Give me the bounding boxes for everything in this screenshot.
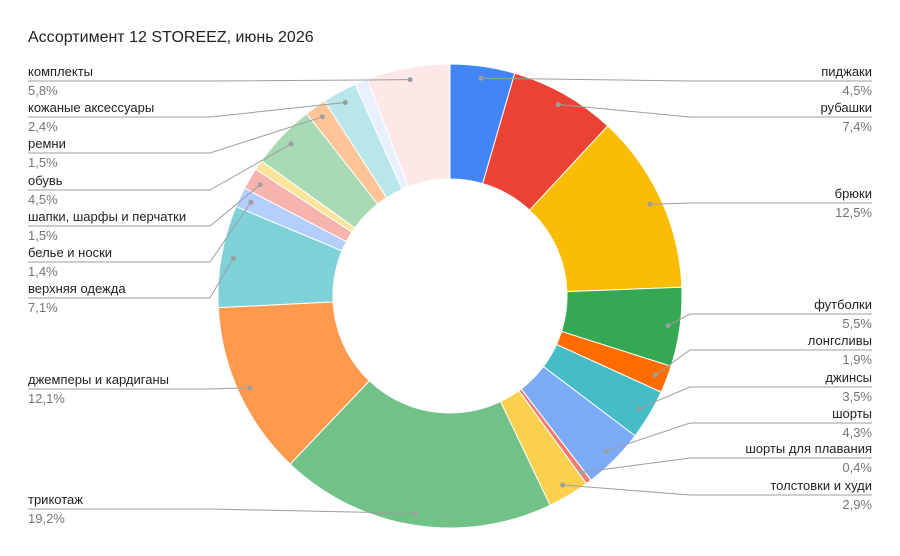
leader-line: [28, 143, 292, 191]
leader-dot: [247, 385, 253, 391]
slice-label: комплекты: [28, 64, 93, 79]
slice-value-label: 0,4%: [842, 460, 872, 475]
slice-label: верхняя одежда: [28, 281, 126, 296]
slice-label: джемперы и кардиганы: [28, 372, 169, 387]
slice-value-label: 2,4%: [28, 119, 58, 134]
leader-line: [28, 508, 416, 514]
leader-dot: [288, 141, 294, 147]
leader-line: [28, 79, 411, 82]
slice-value-label: 1,5%: [28, 228, 58, 243]
leader-dot: [342, 100, 348, 106]
slice-label: рубашки: [821, 100, 873, 115]
leader-dot: [555, 102, 561, 108]
leader-dot: [647, 201, 653, 207]
slice-value-label: 19,2%: [28, 511, 65, 526]
slice-value-label: 1,9%: [842, 352, 872, 367]
leader-line: [562, 484, 872, 496]
leader-dot: [257, 182, 263, 188]
slice-value-label: 4,3%: [842, 425, 872, 440]
leader-line: [28, 202, 252, 263]
leader-dot: [248, 199, 254, 205]
leader-dot: [665, 323, 671, 329]
leader-line: [28, 257, 234, 299]
leader-dot: [407, 77, 413, 83]
slice-value-label: 7,1%: [28, 300, 58, 315]
slice-value-label: 12,1%: [28, 391, 65, 406]
leader-dot: [579, 469, 585, 475]
leader-line: [605, 422, 872, 452]
slice-value-label: 5,8%: [28, 83, 58, 98]
leader-line: [581, 457, 872, 473]
slice: [289, 380, 551, 529]
leader-dot: [478, 75, 484, 81]
leader-dot: [636, 406, 642, 412]
slice-value-label: 12,5%: [835, 205, 872, 220]
slice-value-label: 3,5%: [842, 389, 872, 404]
leader-line: [649, 202, 872, 205]
slice-value-label: 4,5%: [842, 83, 872, 98]
slice-label: лонгсливы: [808, 333, 872, 348]
slice-value-label: 2,9%: [842, 497, 872, 512]
slice-label: ремни: [28, 136, 66, 151]
slice-label: кожаные аксессуары: [28, 100, 154, 115]
slice-value-label: 4,5%: [28, 192, 58, 207]
slice-label: шапки, шарфы и перчатки: [28, 209, 186, 224]
slice-label: пиджаки: [821, 64, 872, 79]
leader-line: [667, 313, 872, 327]
slice-value-label: 1,4%: [28, 264, 58, 279]
slice-value-label: 5,5%: [842, 316, 872, 331]
leader-dot: [603, 448, 609, 454]
slice-value-label: 1,5%: [28, 155, 58, 170]
leader-dot: [230, 255, 236, 261]
slice-label: футболки: [814, 297, 872, 312]
slice-label: шорты: [832, 406, 872, 421]
leader-line: [480, 77, 872, 82]
slice-label: толстовки и худи: [770, 478, 872, 493]
leader-line: [28, 387, 251, 390]
leader-line: [28, 184, 261, 227]
leader-line: [28, 102, 346, 118]
slice: [366, 63, 451, 188]
leader-line: [638, 386, 872, 410]
leader-line: [28, 116, 323, 154]
slice-label: трикотаж: [28, 492, 83, 507]
slice-label: шорты для плавания: [745, 441, 872, 456]
slice-label: брюки: [835, 186, 872, 201]
leader-dot: [319, 114, 325, 120]
slice-label: джинсы: [825, 370, 872, 385]
leader-dot: [652, 372, 658, 378]
slice-label: белье и носки: [28, 245, 112, 260]
leader-line: [655, 349, 872, 376]
chart-title: Ассортимент 12 STOREEZ, июнь 2026: [28, 29, 314, 46]
slice-value-label: 7,4%: [842, 119, 872, 134]
slice-label: обувь: [28, 173, 63, 188]
leader-dot: [560, 482, 566, 488]
leader-line: [558, 104, 872, 118]
leader-dot: [413, 510, 419, 516]
